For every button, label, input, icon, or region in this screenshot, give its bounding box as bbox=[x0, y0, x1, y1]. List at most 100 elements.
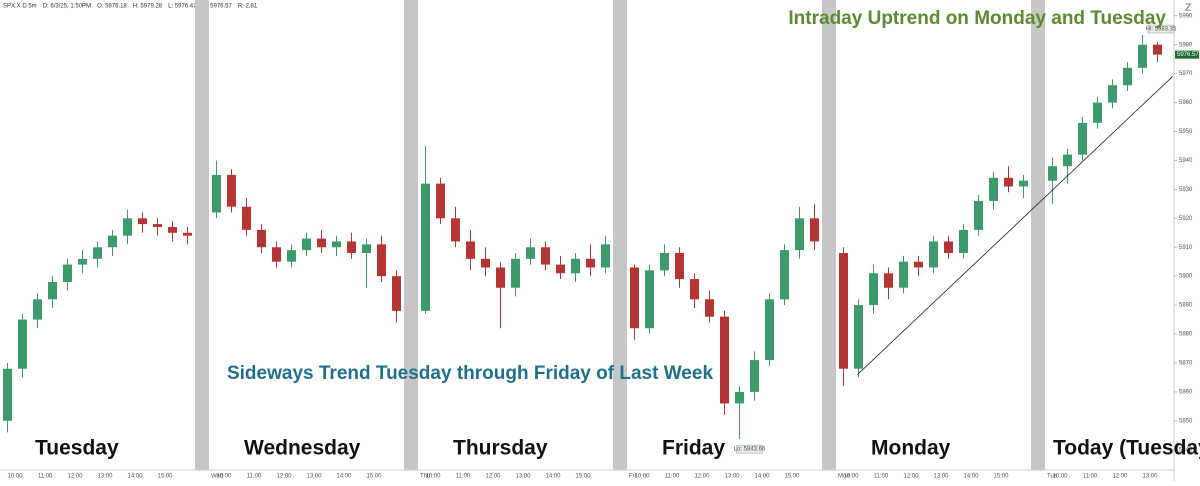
candle-body bbox=[436, 183, 445, 219]
time-label: 10:00 bbox=[634, 474, 650, 480]
candle-body bbox=[1138, 44, 1147, 68]
candle-body bbox=[138, 218, 147, 225]
candle-body bbox=[1078, 122, 1087, 155]
candle-body bbox=[63, 264, 72, 282]
candle-body bbox=[496, 267, 505, 288]
trendline bbox=[857, 76, 1173, 375]
time-label: 15:00 bbox=[993, 474, 1009, 480]
y-tick-label: 5900 bbox=[1179, 274, 1193, 280]
time-label: 13:00 bbox=[1142, 474, 1158, 480]
y-tick-label: 5930 bbox=[1179, 187, 1193, 193]
candle-body bbox=[645, 270, 654, 329]
candle-body bbox=[93, 247, 102, 259]
time-label: 14:00 bbox=[336, 474, 352, 480]
candle-body bbox=[541, 247, 550, 265]
candle-body bbox=[153, 224, 162, 227]
candle-body bbox=[690, 279, 699, 300]
time-label: 15:00 bbox=[157, 474, 173, 480]
candle-body bbox=[735, 391, 744, 404]
y-tick-label: 5910 bbox=[1179, 245, 1193, 251]
candle-body bbox=[810, 218, 819, 242]
time-label: 11:00 bbox=[38, 474, 53, 480]
candle-body bbox=[1153, 44, 1162, 55]
candle-body bbox=[914, 261, 923, 268]
y-tick-label: 5990 bbox=[1179, 13, 1193, 19]
candle-body bbox=[854, 305, 863, 369]
candle-body bbox=[212, 174, 221, 213]
time-label: 15:00 bbox=[784, 474, 800, 480]
time-label: 10:00 bbox=[7, 474, 23, 480]
time-label: 12:00 bbox=[903, 474, 919, 480]
day-label: Monday bbox=[871, 437, 951, 460]
day-label: Friday bbox=[662, 437, 725, 460]
candle-body bbox=[451, 218, 460, 242]
candle-body bbox=[989, 177, 998, 201]
candle-body bbox=[1048, 166, 1057, 181]
header-field: SPX.X D 5m bbox=[3, 4, 37, 10]
y-tick-label: 5880 bbox=[1179, 332, 1193, 338]
y-tick-label: 5970 bbox=[1179, 71, 1193, 77]
y-tick-label: 5860 bbox=[1179, 389, 1193, 395]
candle-body bbox=[556, 264, 565, 274]
candle-body bbox=[242, 206, 251, 230]
time-label: 15:00 bbox=[575, 474, 591, 480]
session-gap bbox=[822, 0, 836, 470]
time-label: 10:00 bbox=[216, 474, 232, 480]
candle-body bbox=[750, 360, 759, 392]
candle-body bbox=[944, 241, 953, 254]
candle-body bbox=[48, 281, 57, 300]
day-label: Thursday bbox=[453, 437, 548, 460]
candle-body bbox=[302, 238, 311, 251]
time-label: 11:00 bbox=[247, 474, 262, 480]
header-field: C: 5976.57 bbox=[202, 4, 232, 10]
time-label: 12:00 bbox=[485, 474, 501, 480]
y-tick-label: 5960 bbox=[1179, 100, 1193, 106]
session-gap bbox=[613, 0, 627, 470]
candle-body bbox=[586, 258, 595, 268]
day-label: Today (Tuesday) bbox=[1053, 437, 1200, 460]
y-tick-label: 5840 bbox=[1179, 447, 1193, 453]
time-label: 10:00 bbox=[1052, 474, 1068, 480]
candle-body bbox=[869, 273, 878, 306]
day-abbr: Tue bbox=[1047, 474, 1058, 480]
candle-body bbox=[1019, 180, 1028, 187]
candle-body bbox=[168, 226, 177, 233]
candle-body bbox=[526, 247, 535, 259]
y-tick-label: 5980 bbox=[1179, 42, 1193, 48]
candle-body bbox=[3, 368, 12, 421]
candle-body bbox=[123, 218, 132, 236]
day-abbr: Wed bbox=[211, 474, 223, 480]
time-label: 13:00 bbox=[306, 474, 322, 480]
candle-body bbox=[929, 241, 938, 268]
day-abbr: Fri bbox=[629, 474, 636, 480]
time-label: 13:00 bbox=[724, 474, 740, 480]
candle-body bbox=[1004, 177, 1013, 187]
y-tick-label: 5890 bbox=[1179, 303, 1193, 309]
y-tick-label: 5950 bbox=[1179, 129, 1193, 135]
time-label: 13:00 bbox=[97, 474, 113, 480]
y-tick-label: 5850 bbox=[1179, 418, 1193, 424]
day-label: Wednesday bbox=[244, 437, 361, 460]
last-price-label: 5976.57 bbox=[1177, 52, 1199, 58]
candle-body bbox=[377, 244, 386, 277]
candle-body bbox=[884, 273, 893, 288]
candle-body bbox=[33, 299, 42, 320]
zoom-icon[interactable]: Z bbox=[1185, 3, 1191, 14]
time-label: 13:00 bbox=[933, 474, 949, 480]
candle-body bbox=[421, 183, 430, 311]
candle-body bbox=[108, 235, 117, 248]
header-field: O: 5976.18 bbox=[97, 4, 127, 10]
header-field: R: 2.81 bbox=[238, 4, 258, 10]
day-label: Tuesday bbox=[35, 437, 119, 460]
session-gap bbox=[1031, 0, 1045, 470]
candle-body bbox=[1063, 154, 1072, 167]
candle-body bbox=[317, 238, 326, 248]
candle-body bbox=[511, 258, 520, 288]
candle-body bbox=[466, 241, 475, 259]
candle-body bbox=[18, 319, 27, 369]
candle-body bbox=[630, 267, 639, 329]
time-label: 14:00 bbox=[963, 474, 979, 480]
candle-body bbox=[78, 258, 87, 265]
